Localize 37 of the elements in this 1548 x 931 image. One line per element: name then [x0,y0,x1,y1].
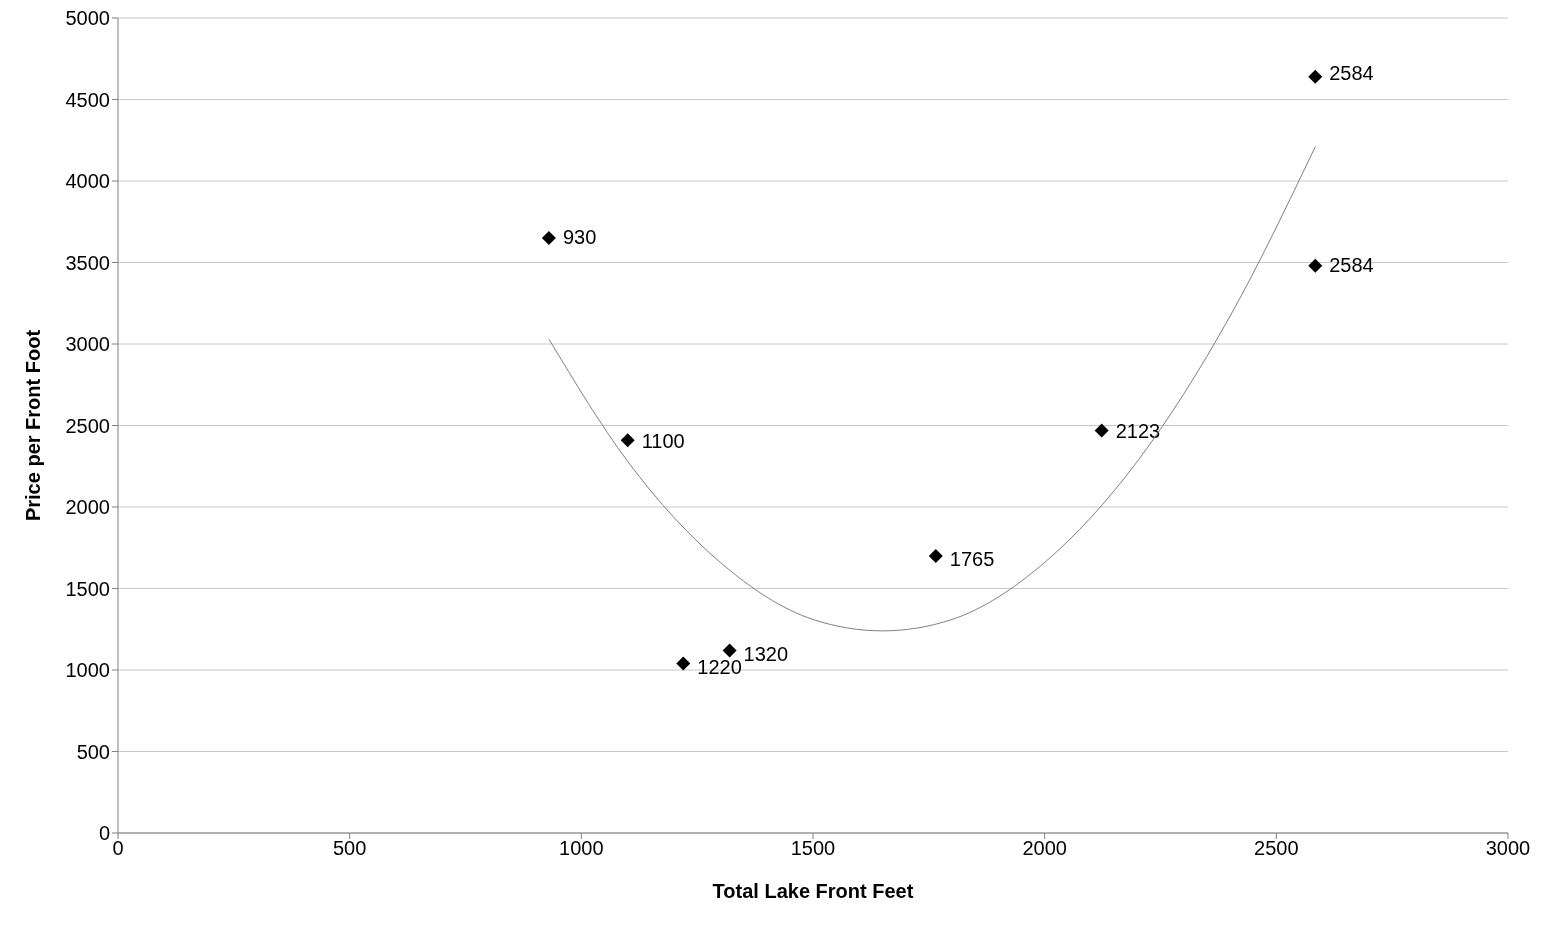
point [1308,69,1323,84]
x-tick-label: 2000 [1022,837,1067,860]
annotation: 1320 [743,643,789,666]
y-tick-label: 4500 [65,88,110,111]
y-tick-label: 3500 [65,251,110,274]
line-series [548,146,1316,632]
y-tick-label: 3000 [65,333,110,356]
point [928,548,943,563]
y-tick-label: 1500 [65,577,110,600]
annotation: 930 [562,225,597,248]
annotation: 1100 [641,430,685,453]
annotation: 2123 [1115,420,1161,443]
y-tick-label: 4000 [65,170,110,193]
annotation: 1765 [949,547,995,570]
x-tick-label: 2500 [1254,837,1299,860]
annotation: 2584 [1329,253,1374,276]
point [676,656,691,671]
point [620,433,635,448]
point [541,231,556,246]
annotation: 1220 [697,656,742,679]
x-axis-title: Total Lake Front Feet [712,880,914,902]
x-tick-label: 3000 [1485,837,1531,860]
y-axis-title: Price per Front Foot [22,329,45,522]
y-tick-label: 5000 [65,7,110,30]
x-tick-label: 500 [332,837,367,860]
y-tick-label: 2000 [65,496,110,519]
x-tick-label: 0 [112,837,124,860]
x-tick-label: 1000 [559,837,604,860]
point [1094,423,1109,438]
y-tick-label: 0 [98,822,110,845]
point [1308,258,1323,273]
x-tick-label: 1500 [790,837,836,860]
y-tick-label: 1000 [65,659,110,682]
point [722,643,737,658]
annotation: 2584 [1329,62,1374,85]
y-tick-label: 500 [76,740,110,763]
y-tick-label: 2500 [65,414,110,437]
